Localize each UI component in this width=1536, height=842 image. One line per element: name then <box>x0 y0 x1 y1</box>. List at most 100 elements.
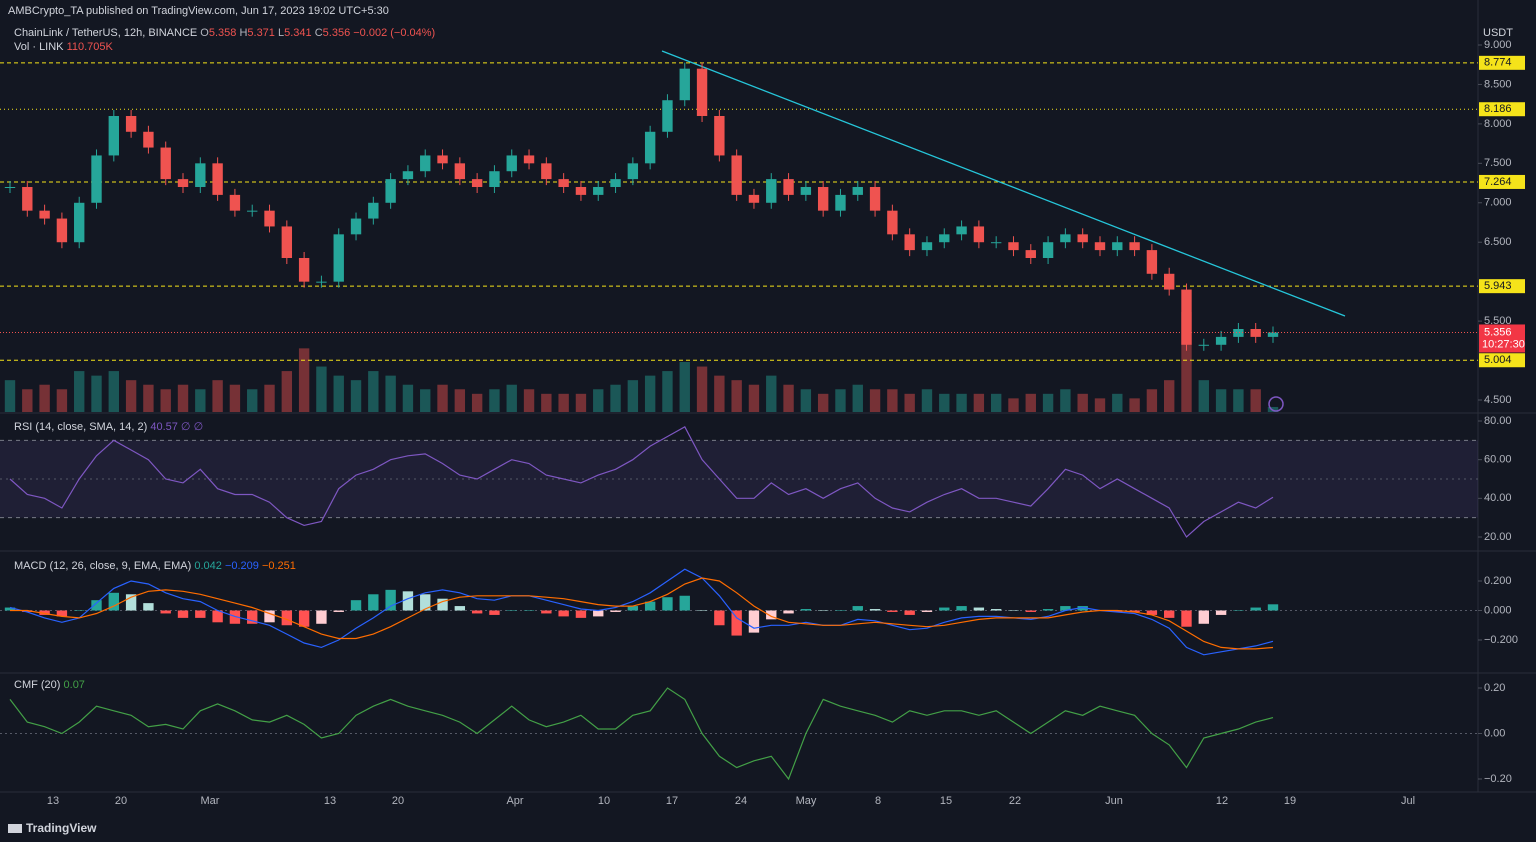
volume-bar <box>887 389 898 412</box>
volume-bar <box>523 389 535 412</box>
candle <box>402 171 414 180</box>
candle <box>316 281 327 283</box>
signal-value: −0.251 <box>261 560 296 572</box>
macd-histogram-bar <box>783 610 794 614</box>
candle <box>852 187 863 195</box>
macd-histogram-bar <box>869 609 881 611</box>
macd-histogram-bar <box>195 610 206 618</box>
macd-histogram-bar <box>1146 610 1158 615</box>
ohlc-value: 5.371 <box>247 27 275 39</box>
macd-histogram-bar <box>385 589 396 611</box>
volume-bar <box>766 375 777 412</box>
macd-histogram-bar <box>523 610 535 611</box>
volume-bar <box>402 384 414 412</box>
volume-bar <box>662 371 673 412</box>
candle <box>1198 344 1209 346</box>
candle <box>541 163 552 180</box>
macd-histogram-bar <box>229 610 241 624</box>
macd-value: −0.209 <box>224 560 259 572</box>
y-tick-label: 7.000 <box>1484 197 1512 209</box>
macd-hist-value: 0.042 <box>194 560 222 572</box>
candle <box>869 187 881 211</box>
volume-bar <box>281 371 293 412</box>
volume-bar <box>627 380 639 412</box>
x-tick-label: Jul <box>1401 795 1415 807</box>
macd-histogram-bar <box>593 610 604 617</box>
volume-bar <box>4 380 16 412</box>
volume-legend: Vol · LINK 110.705K <box>14 41 113 53</box>
volume-bar <box>817 393 829 412</box>
macd-histogram-bar <box>1025 610 1036 612</box>
volume-bar <box>160 389 171 412</box>
candle <box>973 226 985 243</box>
x-tick-label: 17 <box>666 795 678 807</box>
volume-bar <box>1094 398 1106 412</box>
volume-bar <box>1112 393 1123 412</box>
volume-bar <box>22 389 33 412</box>
macd-histogram-bar <box>956 606 967 611</box>
volume-bar <box>748 384 760 412</box>
candle <box>1060 234 1071 243</box>
volume-bar <box>1008 398 1019 412</box>
volume-bar <box>229 384 241 412</box>
macd-histogram-bar <box>662 597 673 611</box>
x-tick-label: Jun <box>1105 795 1123 807</box>
candle <box>817 187 829 211</box>
volume-bar <box>1250 389 1261 412</box>
x-tick-label: 24 <box>735 795 747 807</box>
macd-histogram-bar <box>108 592 119 611</box>
candle <box>91 155 102 203</box>
volume-label: Vol · LINK <box>14 41 64 53</box>
macd-histogram-bar <box>748 610 760 633</box>
volume-bar <box>800 389 812 412</box>
x-tick-label: 20 <box>392 795 404 807</box>
macd-histogram-bar <box>56 610 68 617</box>
trend-line <box>661 50 1346 317</box>
volume-bar <box>177 384 189 412</box>
candle <box>575 187 587 195</box>
macd-histogram-bar <box>160 610 171 614</box>
volume-bar <box>593 389 604 412</box>
volume-bar <box>541 393 552 412</box>
macd-histogram-bar <box>921 610 933 612</box>
volume-bar <box>783 384 794 412</box>
candle <box>766 179 777 203</box>
volume-bar <box>714 375 725 412</box>
macd-histogram-bar <box>333 610 344 612</box>
volume-bar <box>333 375 344 412</box>
y-tick-label: 4.500 <box>1484 394 1512 406</box>
volume-bar <box>696 366 708 412</box>
volume-bar <box>1146 389 1158 412</box>
volume-value: 110.705K <box>66 41 113 53</box>
macd-histogram-bar <box>852 606 863 611</box>
macd-histogram-bar <box>125 594 137 611</box>
candle <box>696 68 708 116</box>
level-label: 5.004 <box>1484 354 1512 366</box>
level-tag <box>1479 174 1525 189</box>
volume-bar <box>1060 389 1071 412</box>
candle <box>437 155 448 164</box>
volume-bar <box>506 384 517 412</box>
macd-histogram-bar <box>1198 610 1209 624</box>
candle <box>1250 329 1261 337</box>
candle <box>333 234 344 282</box>
volume-bar <box>489 389 500 412</box>
candle <box>281 226 293 258</box>
cmf-value: 0.07 <box>63 679 85 691</box>
macd-histogram-bar <box>835 610 846 611</box>
macd-histogram-bar <box>644 601 656 611</box>
level-tag <box>1479 55 1525 70</box>
macd-histogram-bar <box>143 603 154 611</box>
y-tick-label: 0.00 <box>1484 727 1505 739</box>
volume-bar <box>298 348 310 412</box>
macd-histogram-bar <box>91 600 102 611</box>
volume-bar <box>990 393 1002 412</box>
macd-histogram-bar <box>679 595 690 611</box>
macd-histogram-bar <box>316 610 327 624</box>
volume-bar <box>385 375 396 412</box>
candle <box>887 210 898 235</box>
x-tick-label: 10 <box>598 795 610 807</box>
volume-bar <box>558 393 569 412</box>
x-tick-label: 20 <box>115 795 127 807</box>
